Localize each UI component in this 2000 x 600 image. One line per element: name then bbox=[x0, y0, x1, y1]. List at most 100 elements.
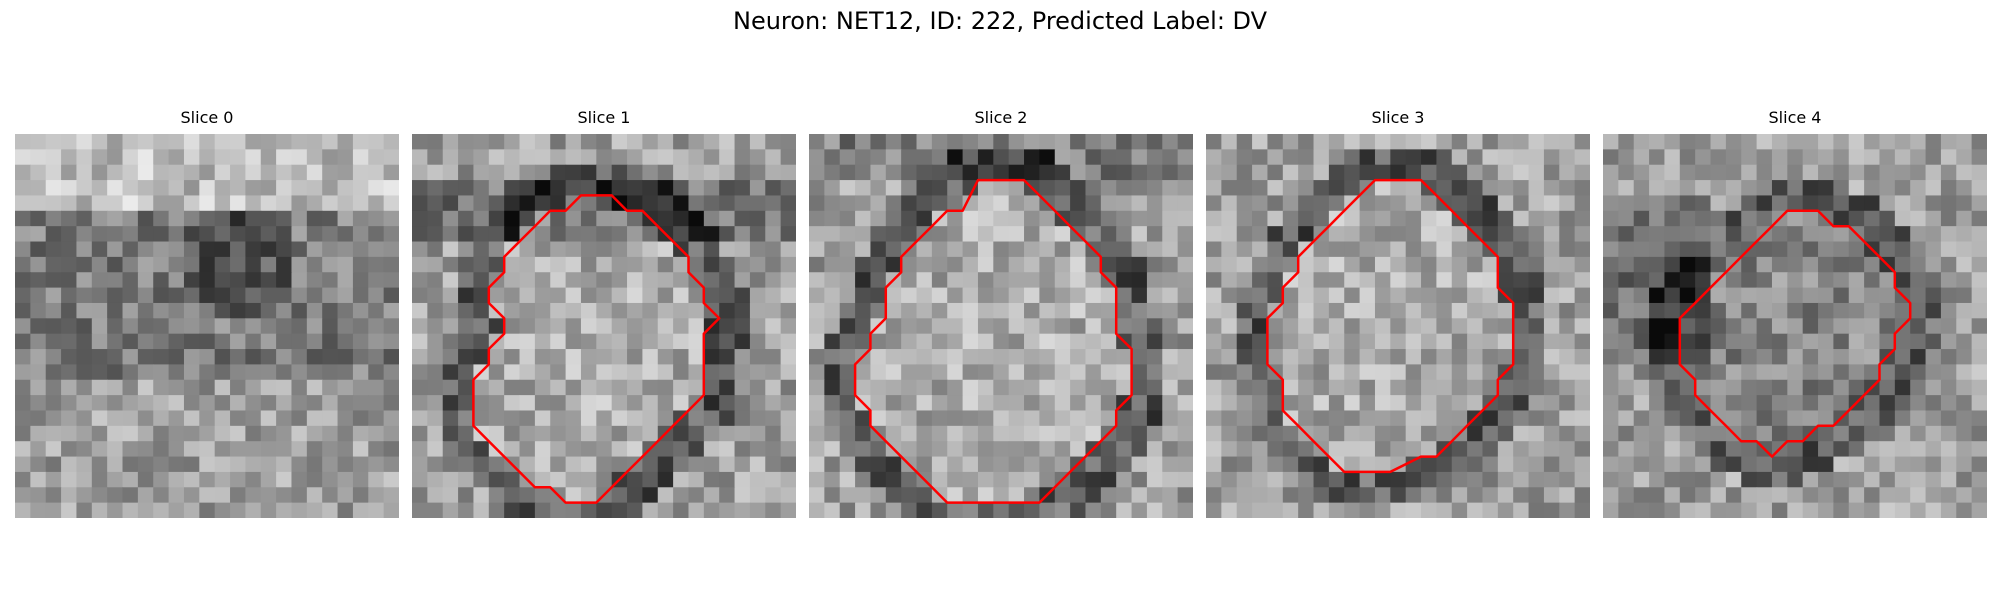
pixel bbox=[276, 149, 293, 166]
pixel bbox=[412, 441, 428, 458]
pixel bbox=[368, 395, 385, 412]
pixel bbox=[809, 349, 825, 365]
pixel bbox=[765, 333, 782, 350]
pixel bbox=[1787, 180, 1804, 197]
pixel bbox=[473, 149, 490, 166]
pixel bbox=[1695, 333, 1712, 350]
pixel bbox=[1177, 364, 1193, 381]
pixel bbox=[916, 410, 933, 427]
pixel bbox=[122, 395, 139, 412]
pixel bbox=[245, 379, 262, 396]
pixel bbox=[291, 456, 308, 473]
pixel bbox=[1497, 272, 1514, 289]
pixel bbox=[565, 318, 582, 335]
pixel bbox=[1925, 180, 1942, 197]
pixel bbox=[1467, 149, 1484, 166]
pixel bbox=[596, 287, 613, 304]
pixel bbox=[1482, 349, 1499, 365]
pixel bbox=[1436, 149, 1453, 166]
pixel bbox=[885, 164, 902, 181]
pixel bbox=[15, 441, 31, 458]
pixel bbox=[488, 149, 505, 166]
pixel bbox=[839, 487, 856, 504]
pixel bbox=[1252, 256, 1269, 273]
pixel bbox=[1146, 149, 1163, 166]
pixel bbox=[916, 149, 933, 166]
pixel bbox=[1008, 456, 1025, 473]
pixel bbox=[1359, 502, 1376, 518]
pixel bbox=[1116, 256, 1133, 273]
pixel bbox=[749, 180, 766, 197]
pixel bbox=[1910, 364, 1927, 381]
pixel bbox=[1146, 456, 1163, 473]
pixel bbox=[137, 333, 154, 350]
pixel bbox=[1725, 272, 1742, 289]
pixel bbox=[30, 134, 47, 150]
pixel bbox=[688, 134, 705, 150]
pixel bbox=[1864, 333, 1881, 350]
pixel bbox=[1482, 226, 1499, 243]
pixel bbox=[1467, 302, 1484, 319]
pixel bbox=[1848, 410, 1865, 427]
pixel bbox=[1451, 134, 1468, 150]
pixel bbox=[1833, 379, 1850, 396]
pixel bbox=[611, 349, 628, 365]
pixel bbox=[809, 272, 825, 289]
pixel bbox=[1008, 226, 1025, 243]
pixel bbox=[168, 364, 185, 381]
pixel bbox=[245, 241, 262, 258]
pixel bbox=[885, 471, 902, 488]
pixel bbox=[734, 164, 751, 181]
pixel bbox=[1024, 502, 1040, 518]
pixel bbox=[1710, 379, 1727, 396]
pixel bbox=[993, 210, 1010, 227]
pixel bbox=[1710, 241, 1727, 258]
pixel bbox=[1467, 272, 1484, 289]
pixel bbox=[580, 349, 597, 365]
pixel bbox=[977, 318, 994, 335]
pixel bbox=[611, 333, 628, 350]
pixel bbox=[947, 180, 964, 197]
pixel bbox=[519, 364, 536, 381]
pixel bbox=[337, 180, 354, 197]
pixel bbox=[1971, 318, 1987, 335]
pixel bbox=[107, 349, 124, 365]
pixel bbox=[383, 256, 399, 273]
pixel bbox=[1618, 272, 1635, 289]
pixel bbox=[61, 256, 78, 273]
pixel bbox=[1451, 149, 1468, 166]
pixel bbox=[657, 210, 674, 227]
pixel bbox=[1787, 410, 1804, 427]
pixel bbox=[550, 149, 567, 166]
pixel bbox=[1085, 210, 1102, 227]
pixel bbox=[688, 210, 705, 227]
pixel bbox=[1298, 395, 1315, 412]
pixel bbox=[199, 410, 216, 427]
pixel bbox=[1024, 149, 1040, 166]
pixel bbox=[734, 502, 751, 518]
pixel bbox=[1162, 210, 1179, 227]
pixel bbox=[199, 287, 216, 304]
pixel bbox=[473, 333, 490, 350]
pixel bbox=[1910, 272, 1927, 289]
pixel bbox=[519, 425, 536, 442]
pixel bbox=[947, 487, 964, 504]
pixel bbox=[1528, 379, 1545, 396]
pixel bbox=[260, 134, 277, 150]
pixel bbox=[780, 364, 796, 381]
pixel bbox=[1725, 487, 1742, 504]
pixel bbox=[1206, 410, 1222, 427]
pixel bbox=[91, 379, 108, 396]
pixel bbox=[1421, 272, 1437, 289]
pixel bbox=[1543, 195, 1560, 212]
pixel bbox=[947, 256, 964, 273]
pixel bbox=[383, 272, 399, 289]
pixel bbox=[1925, 456, 1942, 473]
pixel bbox=[734, 149, 751, 166]
pixel bbox=[383, 471, 399, 488]
pixel bbox=[1008, 333, 1025, 350]
pixel bbox=[1497, 502, 1514, 518]
pixel bbox=[703, 487, 720, 504]
pixel bbox=[1313, 180, 1330, 197]
pixel bbox=[611, 149, 628, 166]
